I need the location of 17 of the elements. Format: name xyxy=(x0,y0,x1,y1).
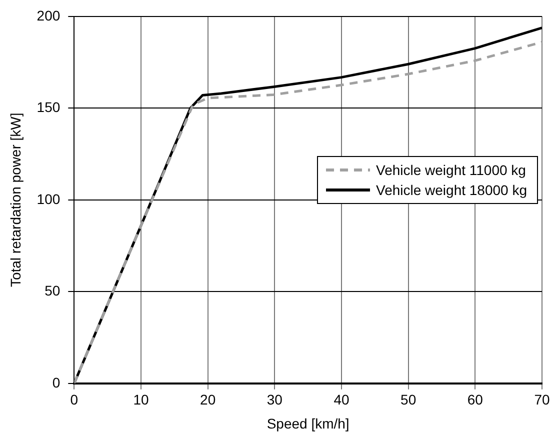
x-tick-label: 70 xyxy=(534,392,550,408)
x-tick-label: 20 xyxy=(200,392,216,408)
y-axis-title: Total retardation power [kW] xyxy=(7,112,24,288)
legend-label: Vehicle weight 11000 kg xyxy=(376,160,526,180)
y-tick-label: 200 xyxy=(36,7,60,24)
x-tick-label: 50 xyxy=(400,392,416,408)
y-tick-label: 0 xyxy=(52,374,60,390)
y-tick-label: 50 xyxy=(44,282,60,299)
x-axis-title: Speed [km/h] xyxy=(266,415,350,432)
y-tick-label: 100 xyxy=(36,190,60,207)
x-tick-label: 60 xyxy=(467,392,484,408)
x-tick-label: 40 xyxy=(334,392,350,408)
legend-label: Vehicle weight 18000 kg xyxy=(376,180,527,200)
x-tick-label: 10 xyxy=(133,392,149,408)
x-tick-label: 0 xyxy=(70,392,78,408)
x-tick-label: 30 xyxy=(266,392,283,408)
y-tick-label: 150 xyxy=(36,99,60,116)
